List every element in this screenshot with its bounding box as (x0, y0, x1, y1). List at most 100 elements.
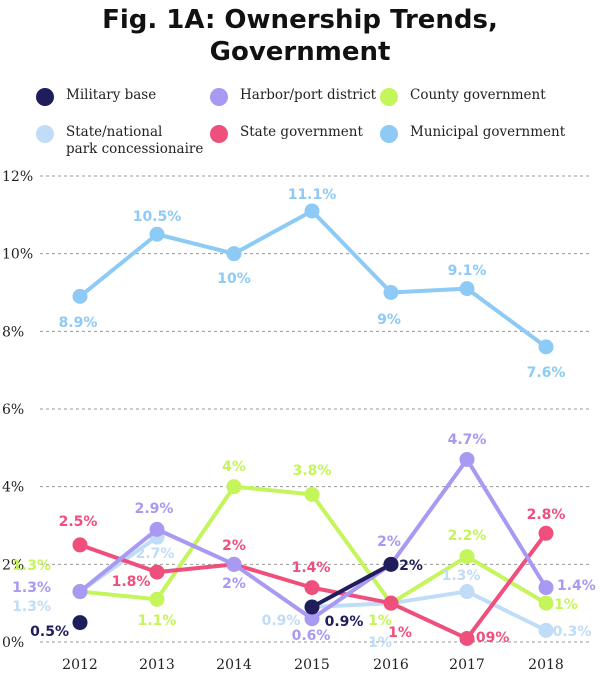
data-point-county-2014 (226, 479, 242, 495)
legend-item-military: Military base (36, 87, 156, 106)
data-label-harbor-2013: 2.9% (135, 501, 174, 517)
data-label-harbor-2018: 1.4% (557, 578, 596, 594)
data-label-state-2014: 2% (222, 538, 246, 554)
y-tick-label: 10% (2, 247, 33, 263)
data-point-municipal-2015 (304, 203, 320, 219)
data-point-state-2016 (383, 595, 399, 611)
data-label-harbor-2017: 4.7% (448, 432, 487, 448)
data-point-park-2017 (459, 584, 475, 600)
y-tick-label: 12% (2, 169, 33, 185)
data-point-county-2015 (304, 486, 320, 502)
data-point-military-2016 (383, 556, 399, 572)
legend-swatch-harbor (210, 88, 228, 106)
legend-label-municipal: Municipal government (410, 124, 566, 140)
data-point-harbor-2014 (226, 556, 242, 572)
data-label-municipal-2017: 9.1% (448, 263, 487, 279)
x-tick-label: 2012 (62, 657, 98, 673)
data-label-state-2012: 2.5% (59, 514, 98, 530)
x-tick-label: 2015 (294, 657, 330, 673)
legend-swatch-park (36, 125, 54, 143)
x-tick-label: 2013 (139, 657, 175, 673)
data-label-municipal-2013: 10.5% (133, 209, 182, 225)
legend-swatch-municipal (380, 125, 398, 143)
data-label-state-2017: .09% (471, 630, 510, 646)
x-tick-label: 2016 (373, 657, 409, 673)
data-point-county-2013 (149, 591, 165, 607)
legend-label-military: Military base (66, 87, 157, 103)
y-tick-label: 4% (2, 480, 24, 496)
data-point-municipal-2014 (226, 246, 242, 262)
data-label-county-2016: 1% (368, 613, 392, 629)
y-tick-label: 2% (2, 557, 24, 573)
legend-item-county: County government (380, 87, 546, 106)
data-point-municipal-2017 (459, 281, 475, 297)
data-label-military-2016: 2% (399, 558, 423, 574)
legend-item-state: State government (210, 124, 363, 143)
data-label-municipal-2014: 10% (217, 271, 251, 287)
data-point-harbor-2018 (538, 580, 554, 596)
y-tick-label: 6% (2, 402, 24, 418)
data-label-park-2018: 0.3% (553, 624, 592, 640)
data-label-harbor-2012: 1.3% (12, 580, 51, 596)
legend-label-park: State/national park concessionaire (66, 124, 204, 157)
data-label-state-2013: 1.8% (112, 574, 151, 590)
legend-item-harbor: Harbor/port district (210, 87, 376, 106)
data-label-county-2013: 1.1% (138, 613, 177, 629)
data-label-park-2017: 1.3% (442, 568, 481, 584)
data-point-municipal-2013 (149, 226, 165, 242)
data-label-park-2012: 1.3% (12, 599, 51, 615)
legend-item-park: State/national park concessionaire (36, 124, 203, 158)
y-tick-label: 8% (2, 324, 24, 340)
data-point-county-2018 (538, 595, 554, 611)
x-tick-label: 2014 (216, 657, 252, 673)
legend-label-state: State government (240, 124, 363, 140)
data-label-municipal-2012: 8.9% (59, 315, 98, 331)
data-point-harbor-2013 (149, 521, 165, 537)
data-label-harbor-2015: 0.6% (292, 628, 331, 644)
y-tick-label: 0% (2, 635, 24, 651)
data-label-county-2014: 4% (222, 459, 246, 475)
data-label-military-2012: 0.5% (30, 624, 69, 640)
data-label-county-2015: 3.8% (293, 463, 332, 479)
legend-swatch-state (210, 125, 228, 143)
data-point-harbor-2012 (72, 584, 88, 600)
data-point-municipal-2012 (72, 288, 88, 304)
data-point-park-2018 (538, 622, 554, 638)
data-point-harbor-2017 (459, 451, 475, 467)
legend-label-harbor: Harbor/port district (240, 87, 377, 103)
data-point-harbor-2015 (304, 611, 320, 627)
legend-item-municipal: Municipal government (380, 124, 565, 143)
data-label-municipal-2016: 9% (377, 312, 401, 328)
data-label-state-2018: 2.8% (527, 507, 566, 523)
data-label-municipal-2015: 11.1% (288, 187, 337, 203)
series-line-park (465, 589, 548, 633)
data-point-municipal-2016 (383, 285, 399, 300)
data-label-harbor-2014: 2% (222, 576, 246, 592)
chart-title-line-1: Fig. 1A: Ownership Trends, (102, 5, 498, 35)
data-point-municipal-2018 (538, 339, 554, 355)
data-label-state-2015: 1.4% (292, 560, 331, 576)
data-point-military-2015 (304, 599, 320, 615)
data-label-military-2015: 0.9% (325, 614, 364, 630)
legend-swatch-county (380, 88, 398, 106)
chart-title-line-2: Government (209, 37, 391, 67)
data-point-state-2017 (459, 631, 475, 647)
data-label-state-2016: 1% (388, 625, 412, 641)
data-label-county-2017: 2.2% (448, 528, 487, 544)
series-line-park (389, 589, 469, 606)
x-tick-label: 2018 (528, 657, 564, 673)
series-line-military (310, 562, 393, 610)
data-label-harbor-2016: 2% (377, 534, 401, 550)
data-label-county-2012: 1.3% (12, 558, 51, 574)
x-tick-label: 2017 (449, 657, 485, 673)
data-point-state-2012 (72, 537, 88, 553)
data-point-state-2015 (304, 580, 320, 596)
data-point-state-2018 (538, 525, 554, 541)
series-line-park (310, 601, 393, 610)
data-label-park-2015: 0.9% (262, 613, 301, 629)
data-label-municipal-2018: 7.6% (527, 365, 566, 381)
data-point-county-2017 (459, 549, 475, 565)
data-point-military-2012 (72, 615, 88, 631)
legend-label-county: County government (410, 87, 546, 103)
